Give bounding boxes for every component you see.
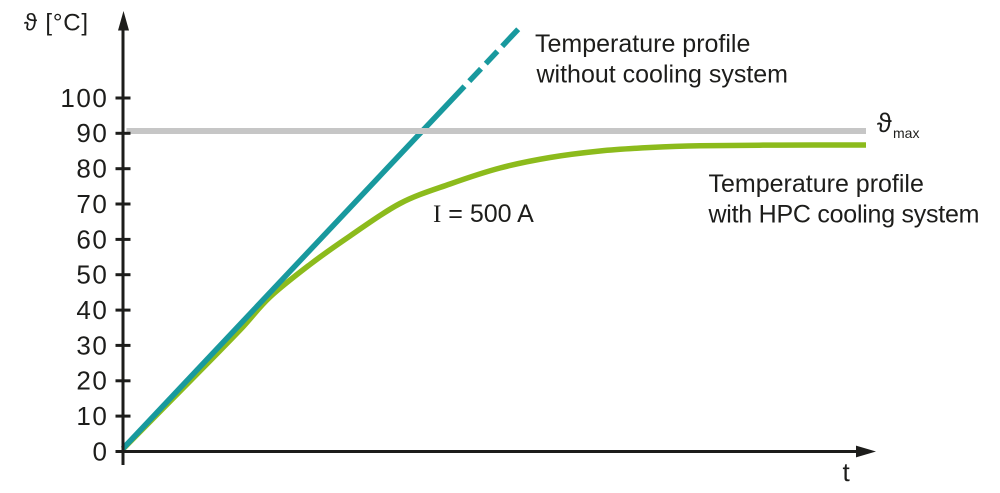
svg-text:Temperature profile: Temperature profile bbox=[709, 170, 924, 198]
svg-text:ϑ: ϑ bbox=[877, 108, 892, 138]
svg-text:with HPC cooling system: with HPC cooling system bbox=[708, 200, 980, 228]
svg-text:t: t bbox=[843, 457, 851, 487]
svg-text:80: 80 bbox=[76, 154, 108, 184]
svg-text:Temperature profile: Temperature profile bbox=[535, 30, 750, 58]
svg-text:40: 40 bbox=[76, 295, 108, 325]
svg-text:0: 0 bbox=[92, 436, 108, 466]
svg-text:90: 90 bbox=[76, 118, 108, 148]
svg-text:I = 500 A: I = 500 A bbox=[433, 200, 534, 228]
svg-text:70: 70 bbox=[76, 189, 108, 219]
svg-text:ϑ [°C]: ϑ [°C] bbox=[24, 10, 89, 37]
svg-text:20: 20 bbox=[76, 366, 108, 396]
svg-text:50: 50 bbox=[76, 260, 108, 290]
svg-text:10: 10 bbox=[76, 401, 108, 431]
svg-text:30: 30 bbox=[76, 330, 108, 360]
svg-text:without cooling system: without cooling system bbox=[536, 61, 789, 89]
svg-text:60: 60 bbox=[76, 224, 108, 254]
svg-text:max: max bbox=[893, 125, 919, 141]
svg-text:100: 100 bbox=[60, 83, 108, 113]
